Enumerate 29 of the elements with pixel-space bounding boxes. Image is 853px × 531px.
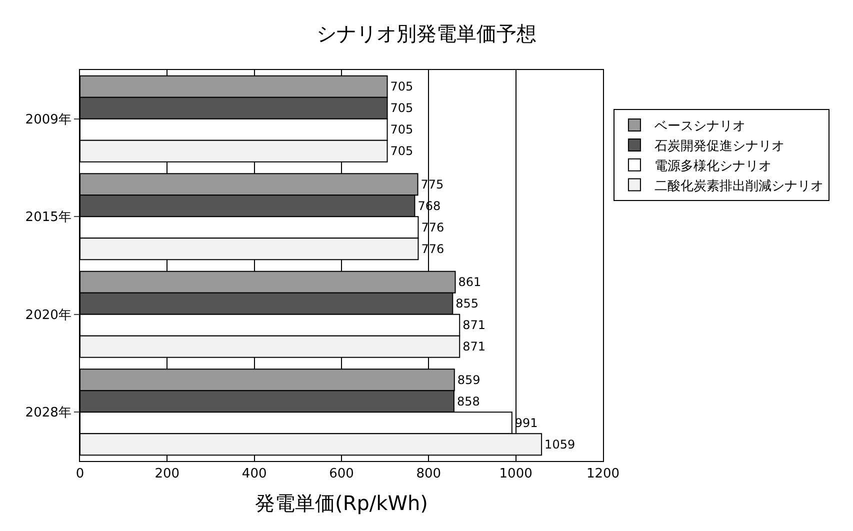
x-tick-label: 1200 xyxy=(586,466,620,482)
x-tick-label: 600 xyxy=(329,466,354,482)
data-label: 1059 xyxy=(544,437,576,452)
data-label: 705 xyxy=(390,144,414,158)
y-tick-label: 2009年 xyxy=(25,112,72,128)
data-label: 871 xyxy=(462,318,486,332)
y-tick-label: 2015年 xyxy=(25,210,72,226)
y-tick-label: 2028年 xyxy=(25,406,72,421)
data-label: 991 xyxy=(514,416,538,430)
x-axis-title: 発電単価(Rp/kWh) xyxy=(255,491,428,516)
y-tick-label: 2020年 xyxy=(25,308,72,323)
x-tick-label: 400 xyxy=(242,466,267,482)
legend-label: 二酸化炭素排出削減シナリオ xyxy=(654,178,824,194)
data-label: 861 xyxy=(458,275,482,290)
x-tick-label: 200 xyxy=(154,466,180,482)
chart-title: シナリオ別発電単価予想 xyxy=(316,22,536,46)
data-label: 859 xyxy=(457,372,480,387)
data-label: 705 xyxy=(390,101,414,116)
data-label: 855 xyxy=(456,296,479,311)
data-label: 705 xyxy=(390,80,414,94)
legend-label: ベースシナリオ xyxy=(654,119,746,134)
legend-label: 電源多様化シナリオ xyxy=(654,158,772,174)
data-label: 871 xyxy=(462,340,486,354)
x-tick-label: 1000 xyxy=(499,466,532,482)
x-tick-label: 800 xyxy=(416,466,442,482)
x-tick-label: 0 xyxy=(76,466,84,482)
data-label: 858 xyxy=(456,394,480,408)
data-label: 705 xyxy=(390,122,414,137)
legend-label: 石炭開発促進シナリオ xyxy=(654,139,784,154)
